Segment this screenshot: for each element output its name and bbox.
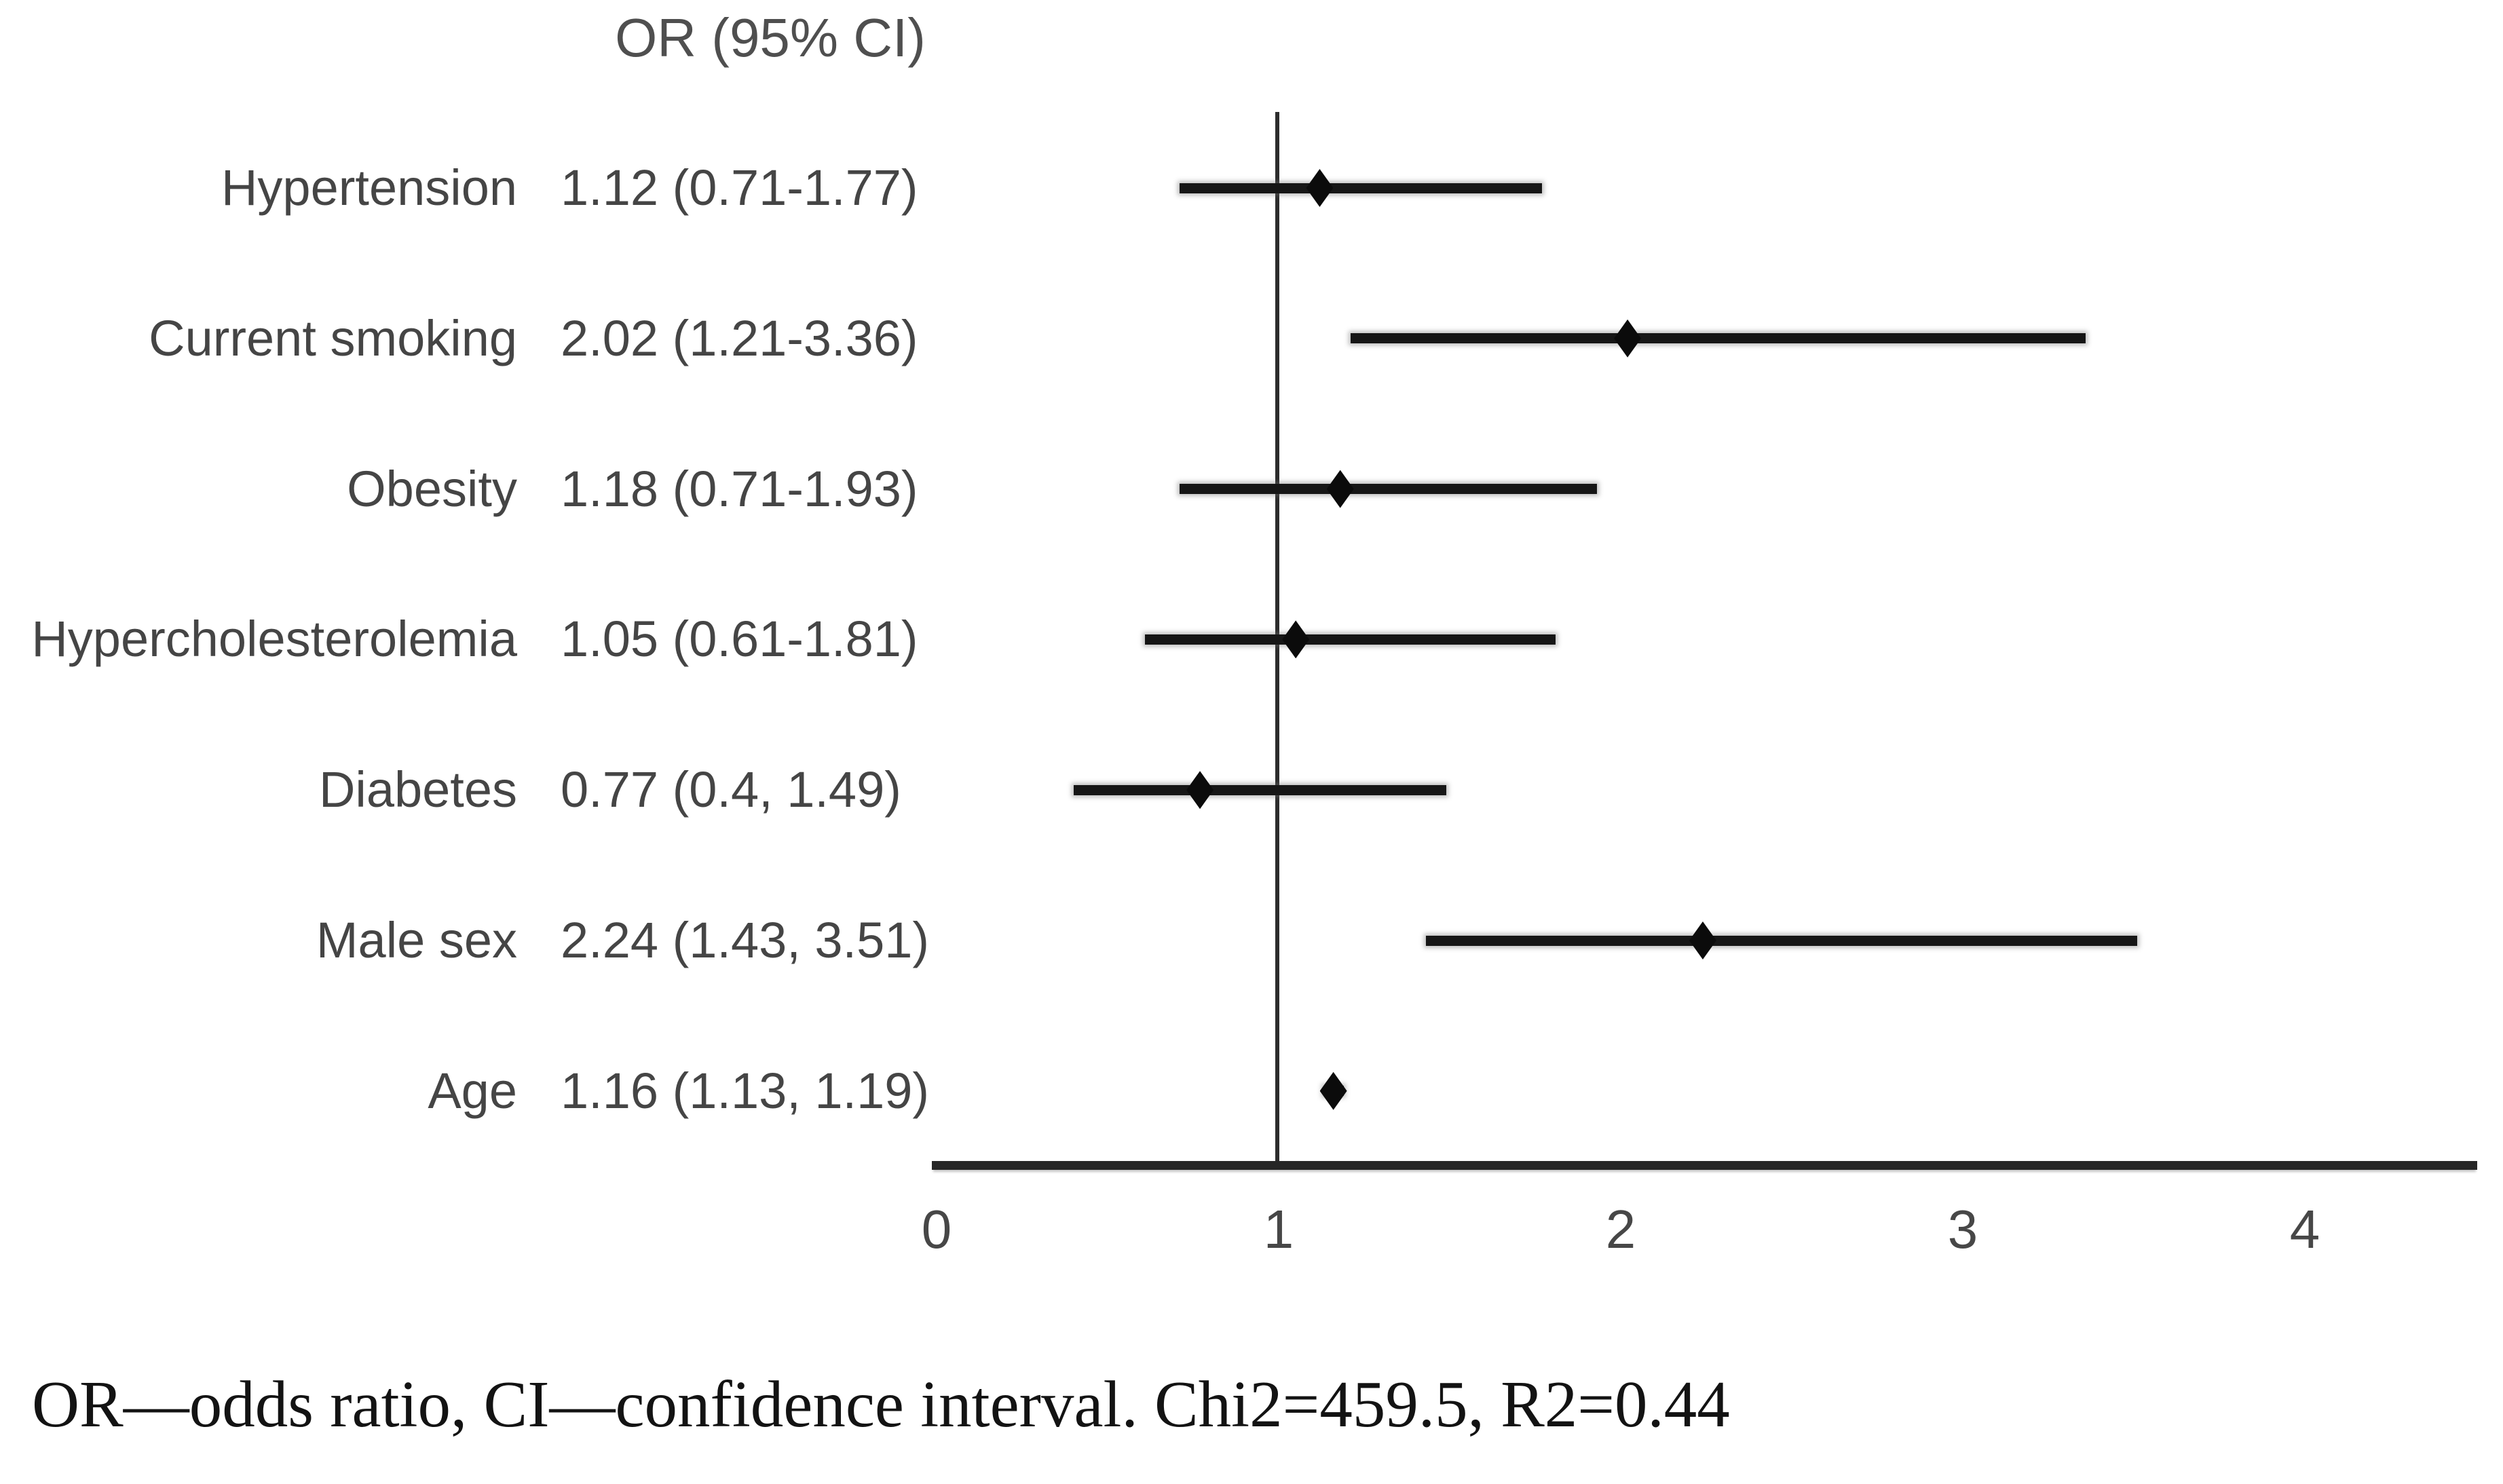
row-label: Age bbox=[428, 1062, 517, 1119]
or-point-diamond bbox=[1689, 921, 1716, 959]
row-label: Current smoking bbox=[149, 309, 517, 366]
x-axis-tick-label: 1 bbox=[1263, 1199, 1294, 1259]
row-label: Hypertension bbox=[221, 159, 517, 216]
or-point-diamond bbox=[1282, 620, 1310, 659]
row-or-ci-value: 1.12 (0.71-1.77) bbox=[561, 159, 918, 216]
footnote-text: OR—odds ratio, CI—confidence interval. C… bbox=[32, 1368, 1730, 1441]
row-or-ci-value: 1.05 (0.61-1.81) bbox=[561, 611, 918, 668]
or-point-diamond bbox=[1614, 319, 1642, 358]
row-label: Obesity bbox=[347, 460, 517, 517]
x-axis-tick-label: 3 bbox=[1947, 1199, 1978, 1259]
or-point-diamond bbox=[1326, 470, 1354, 508]
row-or-ci-value: 1.16 (1.13, 1.19) bbox=[561, 1062, 930, 1119]
or-point-diamond bbox=[1186, 771, 1214, 810]
or-point-diamond bbox=[1319, 1071, 1347, 1110]
row-label: Male sex bbox=[316, 912, 517, 968]
row-or-ci-value: 2.24 (1.43, 3.51) bbox=[561, 912, 930, 968]
ci-bar bbox=[1179, 183, 1543, 193]
ci-bar bbox=[1145, 634, 1556, 645]
row-or-ci-value: 2.02 (1.21-3.36) bbox=[561, 309, 918, 366]
x-axis-tick-label: 4 bbox=[2289, 1199, 2320, 1259]
row-label: Diabetes bbox=[318, 761, 517, 818]
column-header-or-ci: OR (95% CI) bbox=[615, 7, 926, 68]
ci-bar bbox=[1179, 484, 1597, 495]
x-axis-tick-label: 0 bbox=[921, 1199, 952, 1259]
or-point-diamond bbox=[1306, 169, 1334, 207]
row-or-ci-value: 1.18 (0.71-1.93) bbox=[561, 460, 918, 517]
x-axis-tick-label: 2 bbox=[1605, 1199, 1636, 1259]
ci-bar bbox=[1350, 333, 2086, 344]
row-label: Hypercholesterolemia bbox=[31, 611, 517, 668]
x-axis-line bbox=[932, 1161, 2477, 1170]
ci-bar bbox=[1425, 935, 2138, 946]
row-or-ci-value: 0.77 (0.4, 1.49) bbox=[561, 761, 901, 818]
ci-bar bbox=[1073, 784, 1446, 795]
